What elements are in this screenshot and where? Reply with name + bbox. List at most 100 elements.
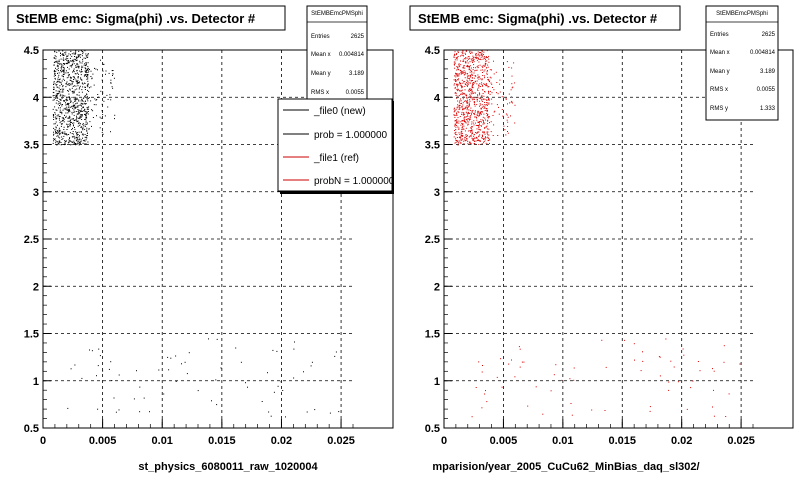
scatter-point [303, 371, 304, 373]
scatter-point [484, 84, 486, 85]
scatter-point [476, 128, 478, 130]
scatter-point [723, 361, 725, 363]
scatter-point [84, 119, 86, 120]
scatter-point [59, 109, 61, 111]
scatter-point [480, 56, 482, 58]
scatter-point [485, 108, 487, 109]
scatter-point [464, 137, 466, 138]
scatter-point [65, 53, 67, 55]
scatter-point [462, 102, 464, 104]
scatter-point [454, 79, 456, 81]
scatter-point [85, 74, 87, 76]
scatter-point [480, 78, 482, 80]
scatter-point [460, 135, 462, 137]
scatter-point [64, 140, 66, 142]
scatter-point [61, 66, 63, 68]
scatter-point [69, 99, 71, 100]
scatter-point [62, 104, 63, 105]
scatter-point [486, 401, 488, 403]
scatter-point [55, 75, 56, 76]
scatter-point [71, 53, 73, 55]
scatter-point [464, 85, 466, 87]
scatter-point [270, 415, 272, 417]
scatter-point [78, 55, 80, 57]
scatter-point [83, 64, 85, 66]
scatter-point [76, 144, 78, 145]
scatter-point [67, 99, 69, 101]
scatter-point [65, 115, 67, 117]
scatter-point [84, 67, 86, 69]
scatter-point [489, 116, 490, 118]
scatter-point [478, 124, 480, 126]
scatter-point [482, 85, 483, 87]
scatter-point [458, 108, 460, 110]
scatter-point [463, 96, 465, 98]
scatter-point [464, 83, 466, 85]
scatter-point [76, 56, 78, 58]
scatter-point [68, 109, 69, 111]
scatter-point [69, 119, 71, 121]
scatter-point [482, 56, 484, 58]
scatter-point [478, 84, 480, 86]
scatter-point [477, 94, 479, 96]
scatter-point [468, 56, 470, 58]
scatter-point [71, 113, 73, 115]
scatter-point [87, 141, 89, 143]
scatter-point [81, 114, 83, 116]
scatter-point [81, 89, 83, 91]
scatter-point [485, 63, 486, 65]
scatter-point [74, 106, 76, 108]
scatter-point [63, 121, 65, 123]
scatter-point [60, 64, 62, 66]
scatter-point [477, 65, 479, 67]
scatter-point [80, 140, 82, 142]
scatter-point [71, 55, 73, 57]
scatter-point [465, 100, 467, 102]
scatter-point [77, 120, 79, 122]
scatter-point [460, 138, 462, 140]
scatter-point [466, 118, 468, 120]
scatter-point [58, 101, 60, 103]
scatter-point [482, 105, 484, 107]
scatter-point [69, 137, 71, 139]
scatter-point [469, 100, 471, 102]
scatter-point [469, 99, 471, 101]
scatter-point [57, 63, 59, 65]
scatter-point [81, 105, 82, 107]
scatter-point [470, 142, 471, 144]
scatter-point [272, 349, 274, 351]
scatter-point [72, 106, 74, 108]
scatter-point [73, 119, 75, 121]
x-tick-label: 0.01 [552, 435, 573, 447]
right-stats-label: RMS x [710, 87, 728, 93]
scatter-point [84, 100, 86, 102]
scatter-point [457, 75, 459, 77]
scatter-point [487, 137, 489, 139]
scatter-point [488, 91, 490, 93]
scatter-point [85, 117, 87, 119]
scatter-point [72, 85, 74, 87]
scatter-point [460, 132, 462, 134]
scatter-point [713, 415, 715, 417]
scatter-point [59, 98, 61, 100]
scatter-point [511, 359, 512, 361]
scatter-point [82, 140, 84, 142]
scatter-point [466, 75, 468, 77]
scatter-point [488, 55, 490, 57]
scatter-point [467, 114, 469, 116]
scatter-point [469, 117, 471, 119]
scatter-point [53, 116, 55, 118]
scatter-point [453, 57, 455, 58]
scatter-point [81, 108, 83, 110]
scatter-point [463, 118, 465, 120]
scatter-point [489, 99, 490, 101]
scatter-point [462, 106, 463, 108]
scatter-point [55, 140, 57, 142]
scatter-point [85, 120, 87, 122]
scatter-point [77, 140, 79, 142]
scatter-point [485, 142, 487, 144]
scatter-point [86, 69, 87, 71]
scatter-point [462, 71, 464, 73]
scatter-point [488, 80, 490, 82]
scatter-point [484, 139, 486, 141]
